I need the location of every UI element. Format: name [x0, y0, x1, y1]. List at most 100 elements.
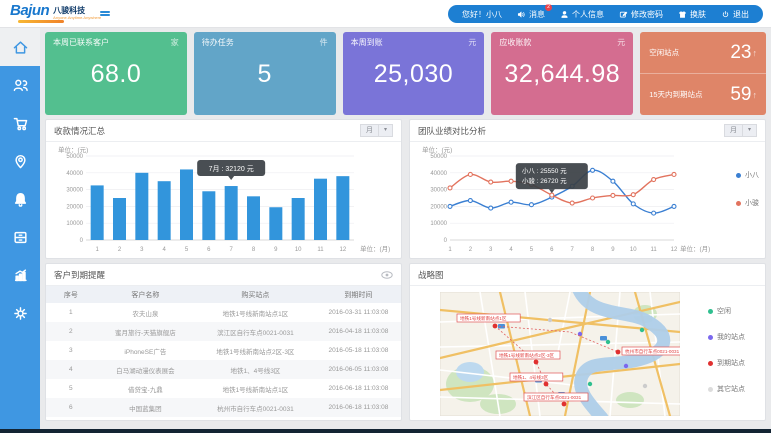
legend-item[interactable]: 小骏	[736, 198, 759, 208]
table-row[interactable]: 6 中国蓝集团 杭州市自行车点0021-0031 2016-06-18 11:03:0…	[46, 398, 401, 417]
map-marker: 滨江区自行车点0021-0031	[523, 392, 589, 407]
svg-text:30000: 30000	[430, 188, 447, 194]
menu-消息[interactable]: 消息 2	[517, 3, 552, 20]
contacts-icon	[12, 77, 29, 94]
svg-text:2: 2	[469, 247, 473, 253]
svg-text:单位：(元): 单位：(元)	[58, 145, 88, 154]
chevron-down-icon[interactable]: ▾	[742, 124, 757, 137]
gear-icon	[12, 305, 29, 322]
panel-title: 战略图	[418, 269, 444, 280]
menu-修改密码[interactable]: 修改密码	[619, 9, 663, 20]
svg-text:40000: 40000	[66, 171, 83, 177]
svg-text:9: 9	[611, 247, 615, 253]
table-row[interactable]: 5 借贷宝-九鼎 地铁1号线新南站点1区 2016-06-18 11:03:08	[69, 385, 389, 394]
collapse-menu-icon[interactable]	[100, 11, 110, 18]
svg-text:8: 8	[252, 247, 256, 253]
kpi-card-1[interactable]: 待办任务 件 5	[193, 32, 336, 115]
svg-text:3: 3	[489, 247, 493, 253]
svg-text:地铁1、4号线3区: 地铁1、4号线3区	[513, 374, 549, 381]
kpi-value: 5	[257, 60, 272, 88]
drawer-icon	[12, 229, 29, 246]
kpi-value: 68.0	[90, 60, 142, 88]
table-row[interactable]: 1 农夫山泉 地铁1号线新南站点1区 2016-03-31 11:03:08	[69, 309, 389, 318]
strategy-map[interactable]: 地铁1号线新南站点1区 地铁1号线新南站点2区-3区 地铁1、4号线3区 滨江区自行车…	[410, 281, 687, 420]
sidebar-item-cart[interactable]	[0, 104, 40, 142]
svg-text:10000: 10000	[430, 221, 447, 227]
sidebar-item-home[interactable]	[0, 28, 40, 66]
sidebar-item-contacts[interactable]	[0, 66, 40, 104]
main-content: 本周已联系客户 家 68.0 待办任务 件 5 本周到账 元 25,030 应收账款 …	[40, 28, 771, 429]
menu-个人信息[interactable]: 个人信息	[560, 9, 604, 20]
sidebar-item-gear[interactable]	[0, 294, 40, 332]
table-row[interactable]: 3 iPhoneSE广告 地铁1号线新南站点2区-3区 2016-05-18 11:0…	[69, 347, 389, 356]
legend-item[interactable]: 小八	[736, 170, 759, 180]
map-legend-item: 我的站点	[708, 332, 765, 342]
svg-text:20000: 20000	[430, 204, 447, 210]
kpi-title: 本周到账	[350, 38, 383, 47]
kpi-unit: 元	[617, 38, 626, 47]
power-icon	[721, 10, 730, 19]
svg-text:7月 : 32120 元: 7月 : 32120 元	[209, 165, 254, 173]
svg-text:10: 10	[630, 247, 637, 253]
stats-icon	[12, 267, 29, 284]
svg-text:6: 6	[207, 247, 211, 253]
svg-text:8: 8	[591, 247, 595, 253]
svg-text:2: 2	[118, 247, 122, 253]
chevron-down-icon[interactable]: ▾	[378, 124, 393, 137]
speaker-icon	[517, 10, 526, 19]
left-sidebar	[0, 28, 40, 429]
svg-text:4: 4	[509, 247, 513, 253]
panel-title: 收款情况汇总	[54, 125, 106, 136]
table-row[interactable]: 2 蜜月旅行-天猫旗舰店 滨江区自行车点0021-0031 2016-04-18 11…	[46, 322, 401, 341]
svg-text:11: 11	[651, 247, 658, 253]
kpi-title: 本周已联系客户	[53, 38, 109, 47]
sidebar-item-drawer[interactable]	[0, 218, 40, 256]
svg-text:20000: 20000	[66, 204, 83, 210]
svg-text:单位：(月): 单位：(月)	[680, 244, 710, 253]
column-header: 到期时间	[315, 286, 401, 303]
strategy-map-panel: 战略图 地铁1号线新南站点1区 地铁1号线新南站点2区-3区 地铁1、4号线3区 滨江…	[409, 263, 766, 421]
up-arrow-icon: ↑	[752, 89, 757, 100]
svg-text:5: 5	[185, 247, 189, 253]
svg-text:12: 12	[339, 247, 346, 253]
site-stat-value: 23 ↑	[730, 41, 757, 63]
svg-text:0: 0	[444, 238, 448, 244]
site-stat-label: 空闲站点	[649, 48, 680, 57]
logo-tagline: Anyone.Anytime.Anywhere	[53, 15, 102, 20]
kpi-title: 待办任务	[201, 38, 234, 47]
eye-icon[interactable]	[381, 270, 393, 279]
menu-换肤[interactable]: 换肤	[678, 9, 706, 20]
kpi-card-2[interactable]: 本周到账 元 25,030	[342, 32, 485, 115]
site-stats-card[interactable]: 空闲站点 23 ↑ 15天内到期站点 59 ↑	[640, 32, 766, 115]
sidebar-item-location-pin[interactable]	[0, 142, 40, 180]
user-greeting: 您好！小八	[462, 9, 502, 19]
sidebar-item-bell[interactable]	[0, 180, 40, 218]
kpi-card-3[interactable]: 应收账款 元 32,644.98	[491, 32, 634, 115]
kpi-title: 应收账款	[499, 38, 532, 47]
svg-text:小骏 : 26720 元: 小骏 : 26720 元	[522, 176, 567, 185]
svg-text:5: 5	[530, 247, 534, 253]
svg-text:40000: 40000	[430, 171, 447, 177]
table-row[interactable]: 4 白马湖动漫仪表展会 地铁1、4号线3区 2016-06-05 11:03:08	[46, 360, 401, 379]
map-legend: 空闲 我的站点 到期站点 其它站点	[680, 286, 765, 419]
edit-icon	[619, 10, 628, 19]
svg-text:50000: 50000	[66, 154, 83, 160]
svg-text:1: 1	[95, 247, 99, 253]
sidebar-item-stats[interactable]	[0, 256, 40, 294]
map-marker: 地铁1号线新南站点2区-3区	[495, 350, 561, 365]
period-filter-button[interactable]: 月	[723, 124, 743, 137]
svg-text:1: 1	[448, 247, 452, 253]
kpi-card-0[interactable]: 本周已联系客户 家 68.0	[45, 32, 187, 115]
period-filter-button[interactable]: 月	[359, 124, 379, 137]
kpi-unit: 元	[468, 38, 477, 47]
svg-text:单位：(元): 单位：(元)	[422, 145, 452, 154]
svg-text:单位：(月): 单位：(月)	[360, 244, 390, 253]
line-tooltip: 小八 : 25550 元小骏 : 26720 元	[515, 163, 588, 194]
site-stat-label: 15天内到期站点	[649, 90, 703, 99]
map-legend-item: 到期站点	[708, 358, 765, 368]
svg-text:杭州市自行车点0021-0031: 杭州市自行车点0021-0031	[625, 348, 680, 355]
chart-legend: 小八 小骏	[736, 170, 759, 208]
menu-退出[interactable]: 退出	[721, 9, 749, 20]
